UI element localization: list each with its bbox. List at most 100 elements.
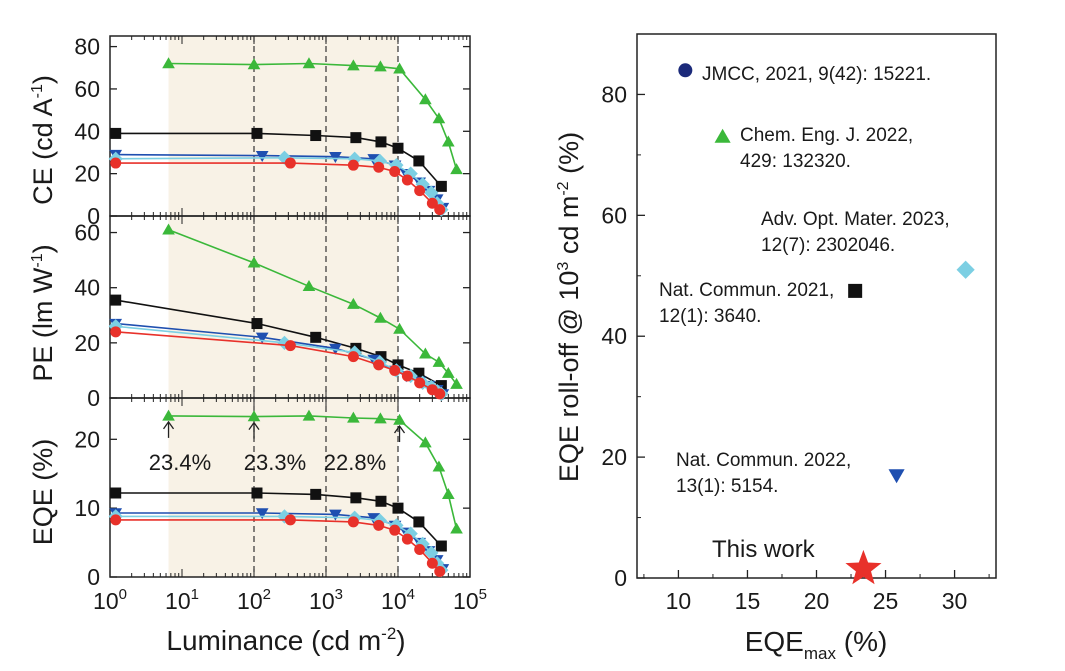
pe-ytick-label: 60 [74,220,100,246]
ce-black-point [350,132,362,144]
ce-navy-point [329,152,342,164]
pe-green-point [302,279,316,291]
ce-cyan-point [347,151,362,166]
eqe-black-point [375,495,387,507]
ce-ytick-label: 80 [74,34,100,60]
ce-red-point [389,166,401,178]
reference-label: 12(7): 2302046. [761,235,895,256]
pe-red-point [373,359,385,371]
eqe-black-point [251,487,263,499]
pe-red-point [284,340,296,352]
eqe-green-point [442,488,455,500]
eqe-red-point [284,514,296,526]
right-x-tick-label: 10 [666,588,692,614]
eqe-black-point [413,516,425,528]
eqe-red-point [414,543,426,555]
right-x-tick-label: 15 [735,588,761,614]
reference-label: Nat. Commun. 2021, [659,280,834,301]
ce-black-point [310,130,322,142]
eqe-black-point [435,540,447,552]
ce-green-point [419,93,432,105]
eqe-black-point [110,487,122,499]
right-y-tick-label: 60 [601,202,627,228]
x-tick-label: 105 [453,586,487,614]
eqe-cyan-point [424,545,439,561]
ce-navy-point [255,150,269,162]
pe-black-point [110,294,122,306]
pe-green-point [247,256,261,268]
eqe-red-point [110,514,122,526]
reference-label: Adv. Opt. Mater. 2023, [761,209,950,230]
pe-green-point [374,311,387,323]
right-y-tick-label: 80 [601,81,627,107]
pe-black-point [251,318,263,330]
ce-green-point [302,57,316,69]
ce-red-point [414,185,426,197]
point-star [845,549,882,585]
eqe-red-point [434,565,446,577]
right-y-tick-label: 0 [614,565,627,591]
this-work-label: This work [712,536,816,563]
eqe-red-point [401,533,413,545]
right-x-tick-label: 20 [804,588,830,614]
right-panel: 10 15 20 25 30 0 20 40 60 80 JMCC, 2021, 9(42): 1… [554,33,997,663]
dashed-reference-lines [253,36,399,577]
eqe-green-point [374,412,387,424]
eqe-cyan-line [115,515,442,571]
eqe-green-point [432,460,446,472]
pe-green-point [393,322,406,334]
shade-region [168,398,254,577]
right-y-tick-label: 40 [601,323,627,349]
x-tick-label: 103 [309,586,343,614]
shade-region [168,216,254,398]
eqe-red-point [347,516,359,528]
ce-green-line [168,62,458,170]
pe-red-point [347,351,359,363]
literature-points [678,63,975,585]
pe-red-point [389,364,401,376]
annotation-label: 22.8% [324,450,386,475]
x-tick-label: 101 [165,586,199,614]
ce-green-point [432,112,446,124]
annotation-label: 23.3% [244,450,306,475]
pe-axis-label: PE (lm W-1) [28,244,58,381]
reference-label: JMCC, 2021, 9(42): 15221. [702,64,931,85]
eqe-red-point [389,524,401,536]
ce-red-point [434,204,446,216]
pe-green-point [347,297,360,309]
shade-region [168,36,254,216]
left-series [108,57,463,578]
ce-cyan-line [115,156,442,211]
eqe-green-point [247,410,261,422]
ce-cyan-point [424,185,439,200]
roll-off-axis-label: EQE roll-off @ 103 cd m-2 (%) [554,132,584,482]
ce-green-point [162,57,175,69]
eqemax-axis-label: EQEmax (%) [745,626,888,663]
x-tick-label: 102 [237,586,271,614]
pe-black-point [310,331,322,343]
eqe-navy-point [367,513,381,525]
right-x-tick-label: 25 [873,588,899,614]
ce-cyan-point [277,150,292,165]
pe-green-point [442,366,455,378]
ce-green-point [450,163,463,175]
eqe-red-point [426,557,438,569]
pe-red-point [434,388,446,400]
point-triangle-down [888,469,905,484]
eqe-green-line [168,415,458,529]
x-tick-label: 104 [381,586,415,614]
eqe-red-point [373,519,385,531]
reference-label: Nat. Commun. 2022, [676,450,851,471]
eqe-navy-point [255,508,269,520]
shaded-regions [168,36,398,577]
ce-ytick-label: 0 [87,203,100,229]
ce-red-point [401,174,413,186]
eqe-black-point [310,488,322,500]
ce-ytick-label: 60 [74,76,100,102]
shade-region [326,216,398,398]
ce-red-point [373,161,385,173]
reference-label: Chem. Eng. J. 2022, [740,125,913,146]
ce-green-point [347,59,360,71]
eqe-green-point [450,522,463,534]
